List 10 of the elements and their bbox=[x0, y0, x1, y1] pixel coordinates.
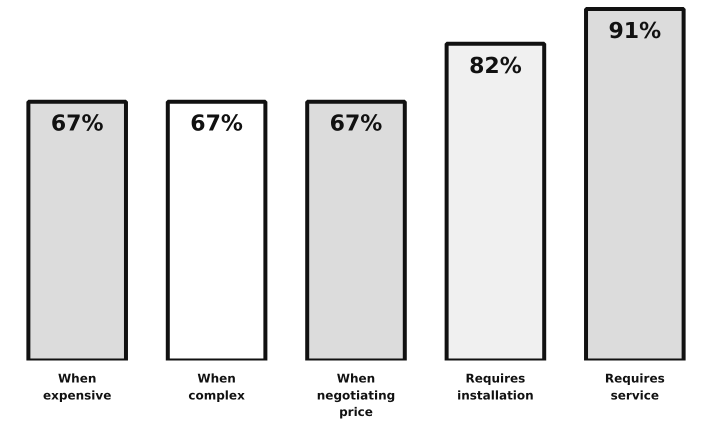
data-label: 67% bbox=[190, 112, 243, 137]
data-label: 82% bbox=[469, 54, 522, 79]
x-tick-label: Requires service bbox=[604, 372, 665, 402]
data-label: 91% bbox=[608, 19, 662, 44]
x-tick-label: When complex bbox=[188, 372, 246, 402]
data-label: 67% bbox=[50, 112, 104, 137]
x-tick-label: Requires installation bbox=[457, 372, 534, 402]
x-tick-label: When negotiating price bbox=[316, 372, 396, 420]
data-label: 67% bbox=[330, 112, 382, 137]
x-tick-label: When expensive bbox=[42, 372, 112, 402]
